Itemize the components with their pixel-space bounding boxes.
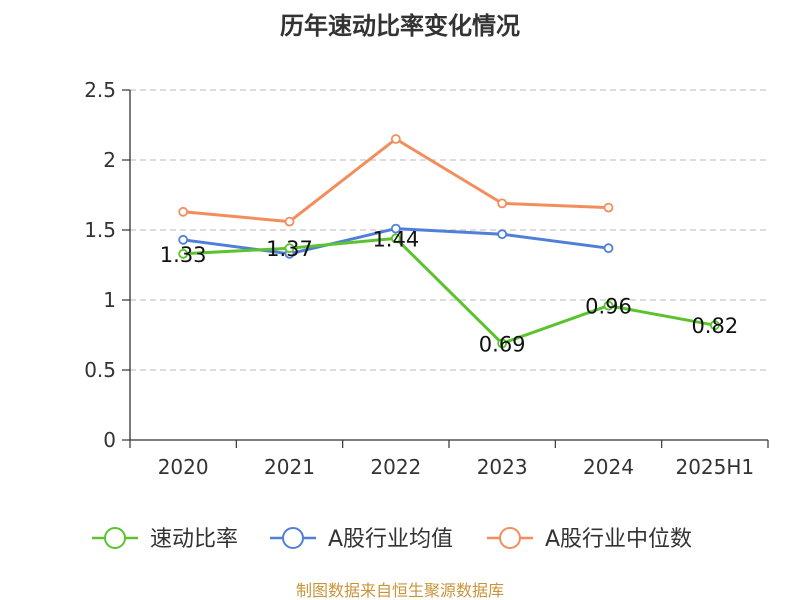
legend-item-2: A股行业中位数 xyxy=(487,527,692,552)
data-point xyxy=(603,300,614,311)
data-label: 0.69 xyxy=(479,332,526,356)
data-label: 1.33 xyxy=(160,243,207,267)
legend-marker xyxy=(104,527,126,549)
data-point xyxy=(178,248,189,259)
data-label: 1.44 xyxy=(372,227,419,251)
series-group xyxy=(178,134,720,349)
legend-item-0: 速动比率 xyxy=(92,527,238,552)
x-tick-label: 2020 xyxy=(158,455,209,479)
series-line-2 xyxy=(183,137,609,224)
data-point xyxy=(178,206,189,217)
data-point xyxy=(497,338,508,349)
x-tick-label: 2021 xyxy=(264,455,315,479)
legend-label: A股行业中位数 xyxy=(545,527,692,552)
legend-marker xyxy=(499,527,521,549)
chart-title: 历年速动比率变化情况 xyxy=(280,12,520,40)
x-tick-label: 2025H1 xyxy=(675,455,754,479)
data-labels: 1.33 1.37 1.44 0.69 0.96 0.82 xyxy=(160,227,738,356)
y-axis-ticks: 0 0.5 1 1.5 2 2.5 xyxy=(84,78,130,452)
data-point xyxy=(497,198,508,209)
axes xyxy=(129,90,768,441)
legend-marker xyxy=(282,527,304,549)
data-point xyxy=(709,320,720,331)
grid-lines xyxy=(130,89,768,371)
data-point xyxy=(390,233,401,244)
x-tick-label: 2022 xyxy=(370,455,421,479)
series-line-0 xyxy=(183,236,716,345)
data-point xyxy=(284,216,295,227)
legend-label: A股行业均值 xyxy=(328,527,453,552)
data-point xyxy=(284,243,295,254)
data-point xyxy=(497,229,508,240)
data-point xyxy=(603,243,614,254)
data-point xyxy=(603,202,614,213)
data-label: 0.96 xyxy=(585,295,632,319)
x-tick-label: 2024 xyxy=(583,455,634,479)
legend-item-1: A股行业均值 xyxy=(270,527,453,552)
y-tick-label: 2 xyxy=(103,148,116,172)
data-point xyxy=(390,134,401,144)
data-point xyxy=(178,234,189,245)
data-label: 1.37 xyxy=(266,237,313,261)
y-tick-label: 1 xyxy=(103,288,116,312)
y-tick-label: 0 xyxy=(103,428,116,452)
x-tick-label: 2023 xyxy=(477,455,528,479)
data-label: 0.82 xyxy=(691,314,738,338)
legend: 速动比率 A股行业均值 A股行业中位数 xyxy=(92,527,692,552)
y-tick-label: 1.5 xyxy=(84,218,116,242)
y-tick-label: 2.5 xyxy=(84,78,116,102)
legend-label: 速动比率 xyxy=(150,527,238,552)
data-point xyxy=(390,223,401,234)
source-note: 制图数据来自恒生聚源数据库 xyxy=(296,581,504,600)
y-tick-label: 0.5 xyxy=(84,358,116,382)
x-axis-ticks: 2020 2021 2022 2023 2024 2025H1 xyxy=(129,440,769,479)
